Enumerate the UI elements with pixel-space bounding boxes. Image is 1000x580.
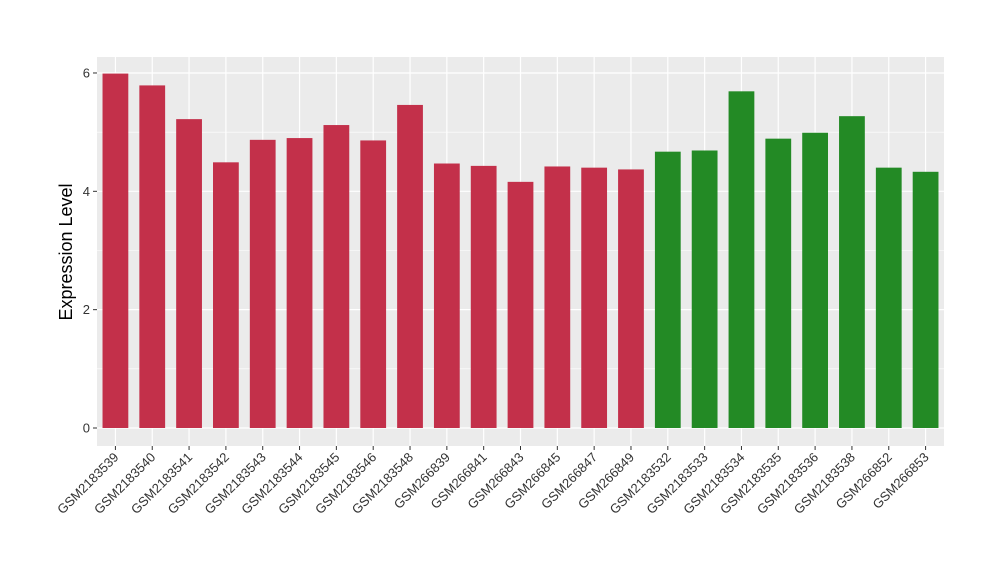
bar-GSM2183532 <box>654 151 681 429</box>
bar-GSM2183545 <box>323 125 350 429</box>
bar-GSM2183540 <box>139 85 166 428</box>
x-axis: GSM2183539GSM2183540GSM2183541GSM2183542… <box>54 446 932 517</box>
bar-GSM266853 <box>912 171 939 429</box>
bar-GSM2183538 <box>839 116 865 428</box>
bar-GSM266843 <box>507 181 534 428</box>
bar-GSM2183536 <box>802 132 828 428</box>
bar-GSM266849 <box>618 169 644 428</box>
bar-GSM2183533 <box>691 150 718 428</box>
y-tick-label: 6 <box>83 65 90 80</box>
bar-GSM2183546 <box>360 140 387 428</box>
bar-GSM2183534 <box>728 91 755 429</box>
y-tick-label: 2 <box>83 302 90 317</box>
y-tick-label: 0 <box>83 421 90 436</box>
bar-GSM266852 <box>875 167 902 429</box>
bar-GSM2183543 <box>249 139 276 428</box>
y-axis-title: Expression Level <box>56 183 76 320</box>
bar-GSM2183544 <box>286 138 313 428</box>
bar-GSM2183542 <box>213 162 239 428</box>
y-tick-label: 4 <box>83 184 90 199</box>
bar-GSM266839 <box>433 163 460 428</box>
bar-GSM266845 <box>544 166 571 428</box>
bar-GSM2183535 <box>765 138 792 429</box>
y-axis: 0 2 4 6 <box>83 65 97 436</box>
bar-GSM266841 <box>470 165 497 429</box>
bar-GSM266847 <box>581 167 608 429</box>
bar-GSM2183541 <box>176 119 202 428</box>
bar-GSM2183539 <box>102 73 129 428</box>
bar-GSM2183548 <box>397 104 423 429</box>
bars <box>102 73 939 429</box>
